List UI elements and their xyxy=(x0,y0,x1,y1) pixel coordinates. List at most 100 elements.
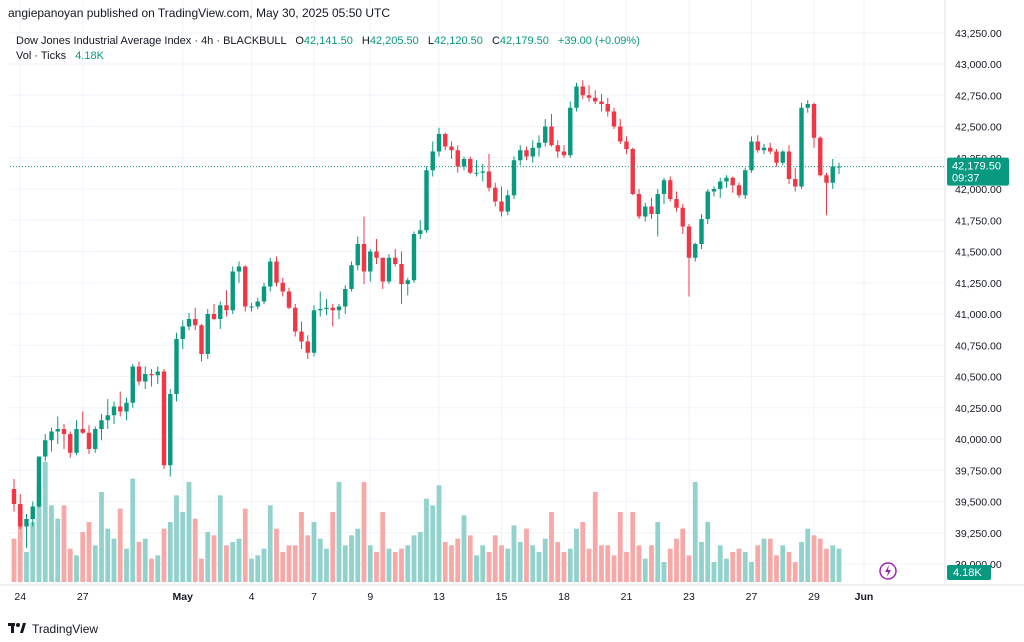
candle xyxy=(743,167,748,199)
symbol-title[interactable]: Dow Jones Industrial Average Index · 4h … xyxy=(16,35,287,47)
candle xyxy=(249,302,254,312)
candle-body xyxy=(174,339,179,394)
candle xyxy=(830,159,835,189)
candle xyxy=(105,399,110,429)
volume-bar xyxy=(449,545,454,582)
candle-body xyxy=(580,86,585,96)
candle-body xyxy=(430,151,435,171)
volume-bar xyxy=(492,535,498,582)
volume-bar xyxy=(817,538,823,582)
candle xyxy=(243,265,248,312)
candle xyxy=(11,479,17,512)
volume-bar xyxy=(555,542,561,582)
candle-body xyxy=(436,134,442,152)
volume-bar xyxy=(380,512,386,582)
candle-body xyxy=(274,261,279,283)
candle-body xyxy=(230,271,235,311)
candle xyxy=(80,411,85,434)
candle-body xyxy=(299,331,304,342)
volume-bar xyxy=(517,542,523,582)
x-tick-label: 18 xyxy=(558,591,570,603)
volume-bar xyxy=(299,512,304,582)
candle-body xyxy=(218,305,223,319)
volume-bar xyxy=(361,482,367,582)
candle-body xyxy=(193,319,198,326)
volume-bar xyxy=(530,545,536,582)
volume-bar xyxy=(430,505,436,582)
volume-bar xyxy=(567,548,573,582)
candle-body xyxy=(611,111,617,127)
candle-body xyxy=(699,219,704,244)
candle-body xyxy=(505,195,510,212)
candle-body xyxy=(543,126,548,143)
volume-bar xyxy=(67,548,73,582)
candle xyxy=(330,304,335,327)
volume-bar xyxy=(711,562,717,582)
candle xyxy=(74,420,79,456)
y-tick-label: 40,750.00 xyxy=(955,340,1002,352)
volume-indicator-label[interactable]: Vol · Ticks xyxy=(16,50,67,62)
candle-body xyxy=(755,141,760,151)
x-tick-label: May xyxy=(173,591,194,603)
volume-bar xyxy=(49,505,54,582)
candle-body xyxy=(618,126,623,142)
candle xyxy=(805,100,810,113)
candle xyxy=(199,324,204,362)
candle xyxy=(418,220,423,239)
candle-body xyxy=(243,266,248,307)
x-tick-label: 29 xyxy=(808,591,820,603)
candle-body xyxy=(499,201,504,212)
candle xyxy=(824,172,829,216)
candle xyxy=(268,257,273,292)
candle-body xyxy=(49,431,54,441)
candle xyxy=(136,361,142,386)
candle xyxy=(599,94,604,112)
tradingview-logo-icon xyxy=(8,621,26,636)
candle-body xyxy=(155,371,160,376)
y-tick-label: 42,750.00 xyxy=(955,90,1002,102)
candle-body xyxy=(105,415,110,421)
volume-bar xyxy=(417,532,423,582)
volume-row: Vol · Ticks 4.18K xyxy=(16,49,640,64)
candle-body xyxy=(799,107,804,187)
volume-bar xyxy=(742,552,748,582)
time-axis[interactable]: 24 27 May 4 7 9 13 15 18 21 23 27 29 Jun xyxy=(14,591,873,603)
candle-body xyxy=(549,126,554,146)
candle-body xyxy=(705,191,710,219)
volume-bar xyxy=(611,555,617,582)
candle-body xyxy=(724,177,729,182)
candle xyxy=(761,144,767,154)
candle xyxy=(180,320,185,349)
last-price-value: 42,179.50 xyxy=(952,161,1001,173)
candle-body xyxy=(624,141,629,149)
candle-body xyxy=(30,506,35,519)
candle xyxy=(174,332,179,402)
candle-body xyxy=(374,251,379,258)
volume-bar xyxy=(805,528,811,582)
candle-body xyxy=(605,104,610,112)
candle xyxy=(324,299,329,316)
candle-body xyxy=(93,429,98,449)
candle-body xyxy=(61,429,67,434)
volume-bar xyxy=(542,538,548,582)
candle xyxy=(299,321,304,349)
volume-bar xyxy=(155,555,161,582)
candle xyxy=(130,364,135,408)
candle xyxy=(424,166,429,233)
volume-bar xyxy=(692,482,698,582)
candle xyxy=(574,82,579,112)
candle xyxy=(55,416,60,444)
volume-bar xyxy=(80,532,86,582)
volume-bar xyxy=(661,562,667,582)
lightning-icon[interactable] xyxy=(879,562,897,580)
candle xyxy=(30,501,35,527)
volume-bar xyxy=(824,548,829,582)
close-value: 42,179.50 xyxy=(499,35,549,47)
candle xyxy=(430,141,435,177)
candle-body xyxy=(643,206,648,217)
candle xyxy=(118,391,123,417)
candle-body xyxy=(693,244,698,258)
footer-brand[interactable]: TradingView xyxy=(8,621,98,636)
price-axis[interactable]: 39,000.0039,250.0039,500.0039,750.0040,0… xyxy=(955,28,1002,571)
